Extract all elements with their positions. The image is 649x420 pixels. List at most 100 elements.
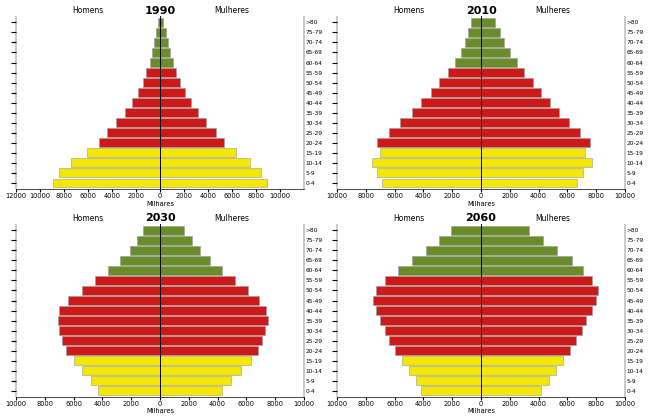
Bar bbox=[451, 226, 481, 235]
Bar bbox=[160, 306, 267, 315]
Bar bbox=[481, 356, 563, 365]
Bar bbox=[402, 356, 481, 365]
Bar bbox=[160, 18, 164, 27]
Bar bbox=[59, 168, 160, 177]
Bar bbox=[380, 148, 481, 157]
Bar bbox=[160, 246, 201, 255]
Bar bbox=[160, 118, 206, 127]
Bar bbox=[481, 226, 528, 235]
Bar bbox=[409, 366, 481, 375]
Bar bbox=[160, 48, 171, 57]
Bar bbox=[421, 386, 481, 395]
Title: 2030: 2030 bbox=[145, 213, 175, 223]
Bar bbox=[395, 346, 481, 355]
Bar bbox=[119, 256, 160, 265]
Bar bbox=[132, 98, 160, 107]
Bar bbox=[160, 88, 184, 97]
Bar bbox=[455, 58, 481, 67]
Title: 1990: 1990 bbox=[145, 5, 176, 16]
Bar bbox=[137, 236, 160, 245]
Bar bbox=[481, 78, 533, 87]
Bar bbox=[160, 366, 241, 375]
Bar bbox=[481, 256, 572, 265]
Bar bbox=[160, 326, 265, 335]
Bar bbox=[87, 148, 160, 157]
Bar bbox=[98, 386, 160, 395]
Bar bbox=[481, 346, 570, 355]
Title: 2010: 2010 bbox=[466, 5, 496, 16]
Bar bbox=[160, 226, 184, 235]
Bar bbox=[160, 158, 250, 167]
Bar bbox=[481, 108, 559, 117]
Bar bbox=[481, 158, 592, 167]
Bar bbox=[398, 266, 481, 275]
Bar bbox=[160, 148, 236, 157]
X-axis label: Milhares: Milhares bbox=[467, 200, 495, 207]
Bar bbox=[465, 38, 481, 47]
Bar bbox=[481, 276, 592, 285]
Bar bbox=[481, 98, 550, 107]
Bar bbox=[426, 246, 481, 255]
Bar bbox=[481, 28, 500, 37]
Bar bbox=[481, 88, 541, 97]
Bar bbox=[58, 316, 160, 325]
Text: Mulheres: Mulheres bbox=[535, 214, 570, 223]
Bar bbox=[468, 28, 481, 37]
Bar bbox=[160, 129, 215, 137]
Bar bbox=[59, 306, 160, 315]
Bar bbox=[68, 296, 160, 305]
Bar bbox=[160, 138, 224, 147]
Bar bbox=[160, 256, 210, 265]
Bar bbox=[82, 286, 160, 295]
Bar bbox=[481, 18, 495, 27]
Bar bbox=[481, 68, 524, 77]
Bar bbox=[481, 326, 582, 335]
Bar bbox=[106, 129, 160, 137]
Text: Homens: Homens bbox=[393, 6, 424, 15]
Bar bbox=[66, 346, 160, 355]
Bar bbox=[95, 276, 160, 285]
Bar bbox=[481, 129, 580, 137]
Bar bbox=[373, 296, 481, 305]
Bar bbox=[372, 158, 481, 167]
Bar bbox=[130, 246, 160, 255]
Bar bbox=[53, 178, 160, 187]
Bar bbox=[481, 118, 569, 127]
Bar bbox=[481, 178, 578, 187]
Text: Mulheres: Mulheres bbox=[214, 214, 249, 223]
Bar bbox=[160, 316, 268, 325]
Bar bbox=[421, 98, 481, 107]
Bar bbox=[481, 336, 576, 345]
Bar bbox=[160, 68, 176, 77]
Bar bbox=[160, 178, 267, 187]
Bar bbox=[471, 18, 481, 27]
Bar bbox=[149, 58, 160, 67]
Bar bbox=[380, 316, 481, 325]
Bar bbox=[108, 266, 160, 275]
Bar bbox=[160, 168, 262, 177]
X-axis label: Milhares: Milhares bbox=[146, 200, 174, 207]
Bar bbox=[138, 88, 160, 97]
Bar bbox=[431, 88, 481, 97]
Bar bbox=[91, 376, 160, 385]
Bar bbox=[160, 28, 165, 37]
Bar bbox=[481, 138, 591, 147]
Bar bbox=[160, 58, 173, 67]
Bar bbox=[481, 246, 557, 255]
Bar bbox=[378, 138, 481, 147]
Bar bbox=[481, 296, 596, 305]
Bar bbox=[389, 336, 481, 345]
Bar bbox=[385, 326, 481, 335]
Bar bbox=[146, 68, 160, 77]
Bar bbox=[400, 118, 481, 127]
Bar bbox=[82, 366, 160, 375]
Bar bbox=[160, 336, 262, 345]
Bar bbox=[125, 108, 160, 117]
Bar bbox=[439, 78, 481, 87]
Bar bbox=[376, 286, 481, 295]
Bar bbox=[481, 236, 543, 245]
Title: 2060: 2060 bbox=[465, 213, 496, 223]
Bar bbox=[416, 376, 481, 385]
Bar bbox=[481, 386, 541, 395]
Bar bbox=[99, 138, 160, 147]
